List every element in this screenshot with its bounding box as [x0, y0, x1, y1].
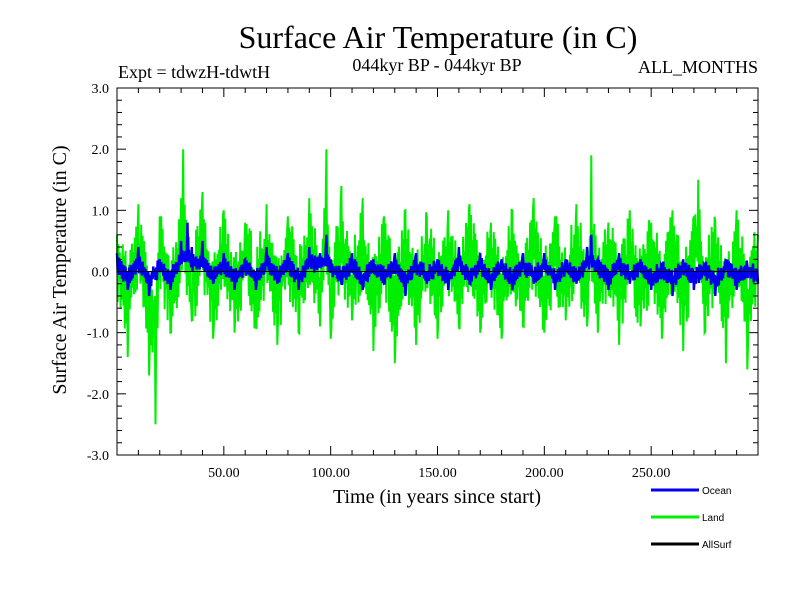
chart-title: Surface Air Temperature (in C): [239, 19, 638, 55]
x-tick-label: 50.00: [208, 466, 240, 481]
period-label: 044kyr BP - 044kyr BP: [352, 55, 521, 75]
y-axis-title: Surface Air Temperature (in C): [49, 145, 71, 394]
y-tick-label: 1.0: [92, 204, 110, 219]
y-tick-label: -3.0: [87, 449, 109, 464]
experiment-label: Expt = tdwzH-tdwtH: [118, 62, 270, 82]
x-axis-title: Time (in years since start): [333, 486, 541, 508]
legend-label-ocean: Ocean: [702, 486, 731, 497]
y-tick-label: 0.0: [92, 266, 110, 281]
y-tick-label: 3.0: [92, 82, 110, 97]
x-tick-label: 250.00: [632, 466, 671, 481]
plot-area: 50.00 100.00 150.00 200.00 250.00 -3.0 -2.0 -1.…: [87, 82, 760, 481]
y-tick-label: -2.0: [87, 388, 109, 403]
months-label: ALL_MONTHS: [638, 57, 758, 77]
legend: Ocean Land AllSurf: [651, 486, 732, 551]
y-tick-label: 2.0: [92, 143, 110, 158]
legend-label-land: Land: [702, 513, 724, 524]
legend-label-allsurf: AllSurf: [702, 540, 732, 551]
series-ocean-line: [115, 222, 760, 297]
y-tick-label: -1.0: [87, 327, 109, 342]
series-land-line: [116, 149, 759, 425]
x-tick-label: 200.00: [525, 466, 564, 481]
x-tick-label: 100.00: [311, 466, 350, 481]
x-tick-label: 150.00: [418, 466, 457, 481]
